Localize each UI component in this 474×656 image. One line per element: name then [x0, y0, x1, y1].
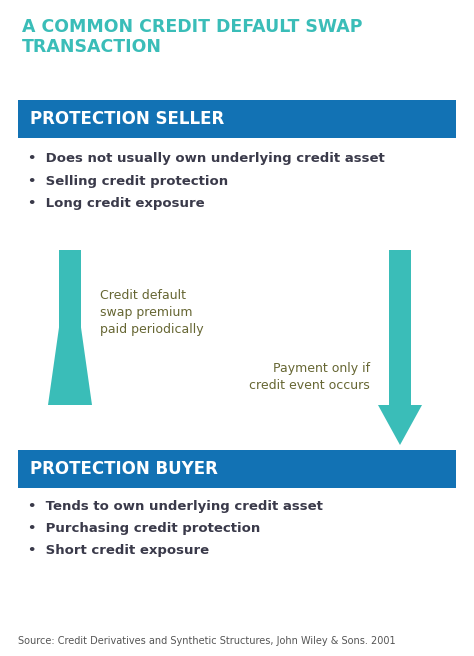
FancyBboxPatch shape: [389, 250, 411, 405]
Text: •  Selling credit protection: • Selling credit protection: [28, 175, 228, 188]
Text: •  Does not usually own underlying credit asset: • Does not usually own underlying credit…: [28, 152, 385, 165]
Text: •  Tends to own underlying credit asset: • Tends to own underlying credit asset: [28, 500, 323, 513]
Text: Source: Credit Derivatives and Synthetic Structures, John Wiley & Sons. 2001: Source: Credit Derivatives and Synthetic…: [18, 636, 396, 646]
Text: •  Long credit exposure: • Long credit exposure: [28, 197, 205, 210]
FancyBboxPatch shape: [18, 450, 456, 488]
Text: TRANSACTION: TRANSACTION: [22, 38, 162, 56]
Text: Credit default
swap premium
paid periodically: Credit default swap premium paid periodi…: [100, 289, 204, 336]
FancyBboxPatch shape: [59, 250, 81, 405]
Text: A COMMON CREDIT DEFAULT SWAP: A COMMON CREDIT DEFAULT SWAP: [22, 18, 363, 36]
Text: Payment only if
credit event occurs: Payment only if credit event occurs: [249, 361, 370, 392]
Text: •  Short credit exposure: • Short credit exposure: [28, 544, 209, 557]
Text: PROTECTION SELLER: PROTECTION SELLER: [30, 110, 224, 128]
Polygon shape: [378, 405, 422, 445]
Text: PROTECTION BUYER: PROTECTION BUYER: [30, 460, 218, 478]
FancyBboxPatch shape: [18, 100, 456, 138]
Text: •  Purchasing credit protection: • Purchasing credit protection: [28, 522, 260, 535]
Polygon shape: [48, 250, 92, 405]
